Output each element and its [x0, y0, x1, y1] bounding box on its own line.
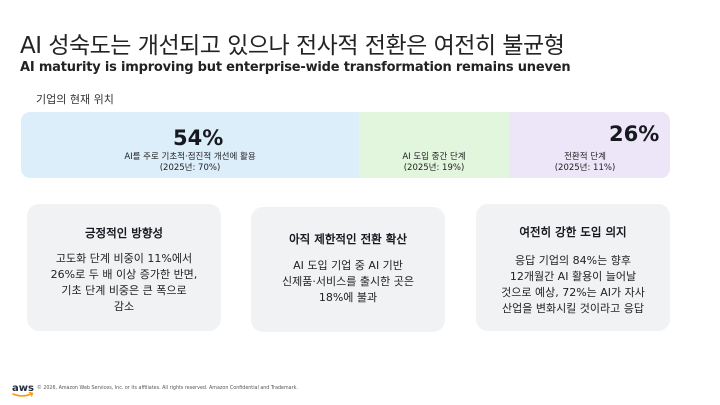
card-limited-transformation: 아직 제한적인 전환 확산 AI 도입 기업 중 AI 기반 신제품·서비스를 … [251, 207, 445, 332]
card-positive-direction: 긍정적인 방향성 고도화 단계 비중이 11%에서 26%로 두 배 이상 증가… [27, 204, 221, 331]
card-title: 긍정적인 방향성 [84, 226, 164, 240]
maturity-stacked-bar: 54% AI를 주로 기초적·점진적 개선에 활용 (2025년: 70%) A… [21, 112, 670, 178]
footer-copyright: © 2026, Amazon Web Services, Inc. or its… [37, 386, 298, 391]
segment-percent: 54% [173, 126, 224, 150]
card-title: 여전히 강한 도입 의지 [519, 225, 627, 239]
aws-logo: aws [12, 383, 34, 397]
card-body: AI 도입 기업 중 AI 기반 신제품·서비스를 출시한 곳은 18%에 불과 [282, 259, 414, 304]
segment-label: 전환적 단계 [564, 152, 606, 162]
segment-note: (2025년: 19%) [403, 163, 465, 173]
segment-note: (2025년: 70%) [159, 163, 221, 173]
card-strong-adoption-intent: 여전히 강한 도입 의지 응답 기업의 84%는 향후 12개월간 AI 활용이… [476, 204, 670, 331]
slide-subtitle: AI maturity is improving but enterprise-… [20, 60, 571, 75]
segment-foundational: 54% AI를 주로 기초적·점진적 개선에 활용 (2025년: 70%) [21, 112, 359, 178]
card-title: 아직 제한적인 전환 확산 [289, 232, 407, 246]
segment-description: AI를 주로 기초적·점진적 개선에 활용 (2025년: 70%) [21, 152, 359, 174]
segment-label: AI를 주로 기초적·점진적 개선에 활용 [124, 152, 256, 162]
segment-note: (2025년: 11%) [554, 163, 616, 173]
segment-description: 전환적 단계 (2025년: 11%) [535, 152, 635, 174]
section-label: 기업의 현재 위치 [36, 93, 114, 106]
card-body: 고도화 단계 비중이 11%에서 26%로 두 배 이상 증가한 반면, 기초 … [50, 252, 198, 313]
segment-label: AI 도입 중간 단계 [402, 152, 466, 162]
segment-description: AI 도입 중간 단계 (2025년: 19%) [359, 152, 509, 174]
segment-percent: 26% [609, 122, 660, 146]
segment-transformational: 26% 전환적 단계 (2025년: 11%) [509, 112, 670, 178]
slide-title: AI 성숙도는 개선되고 있으나 전사적 전환은 여전히 불균형 [20, 33, 565, 59]
card-body: 응답 기업의 84%는 향후 12개월간 AI 활용이 늘어날 것으로 예상, … [501, 254, 645, 315]
segment-intermediate: AI 도입 중간 단계 (2025년: 19%) [359, 112, 509, 178]
aws-logo-text: aws [12, 383, 34, 394]
